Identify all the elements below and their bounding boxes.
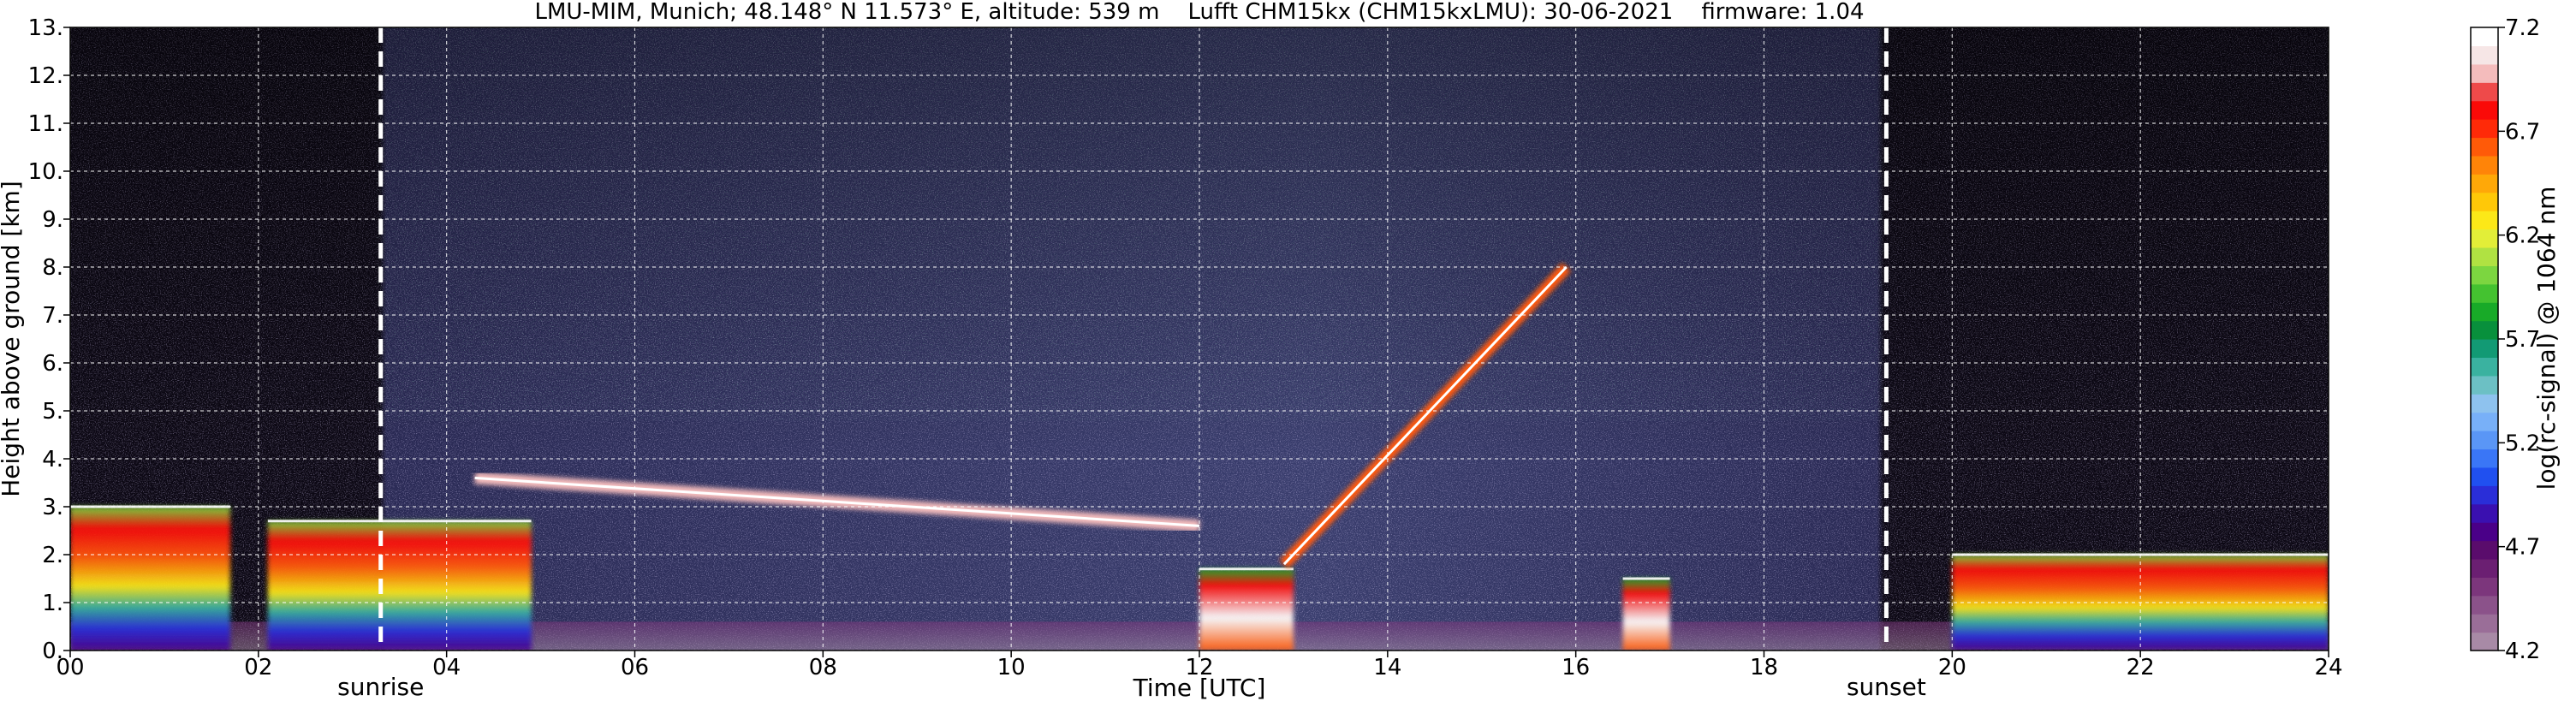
colorbar-segment bbox=[2471, 137, 2498, 157]
colorbar-segment bbox=[2471, 174, 2498, 193]
colorbar-segment bbox=[2471, 45, 2498, 65]
colorbar-segment bbox=[2471, 558, 2498, 578]
colorbar-segment bbox=[2471, 320, 2498, 340]
aerosol-layer bbox=[267, 520, 532, 651]
y-tick-label: 12. bbox=[28, 63, 63, 89]
x-tick-label: 08 bbox=[809, 655, 837, 680]
x-tick-label: 22 bbox=[2127, 655, 2155, 680]
y-axis-label: Height above ground [km] bbox=[0, 181, 25, 497]
colorbar-tick-label: 4.2 bbox=[2505, 639, 2540, 664]
y-tick-label: 9. bbox=[42, 207, 63, 233]
colorbar-segment bbox=[2471, 82, 2498, 102]
colorbar: 4.2 4.7 5.2 5.7 6.2 6.7 7.2 bbox=[2470, 15, 2540, 664]
colorbar-segment bbox=[2471, 119, 2498, 139]
colorbar-segment bbox=[2471, 357, 2498, 377]
colorbar-segment bbox=[2471, 211, 2498, 230]
x-axis-ticks: 00 02 04 06 08 10 12 14 16 18 20 22 24 bbox=[56, 651, 2343, 680]
colorbar-segment bbox=[2471, 431, 2498, 450]
aerosol-layer bbox=[70, 507, 230, 651]
layer-core bbox=[474, 476, 1200, 527]
colorbar-segment bbox=[2471, 302, 2498, 322]
colorbar-segment bbox=[2471, 247, 2498, 266]
y-tick-label: 1. bbox=[42, 591, 63, 616]
y-tick-label: 3. bbox=[42, 495, 63, 520]
x-tick-label: 10 bbox=[997, 655, 1026, 680]
colorbar-segment bbox=[2471, 100, 2498, 120]
y-tick-label: 11. bbox=[28, 111, 63, 137]
colorbar-segment bbox=[2471, 229, 2498, 248]
colorbar-segment bbox=[2471, 632, 2498, 651]
x-tick-label: 24 bbox=[2314, 655, 2342, 680]
colorbar-segment bbox=[2471, 466, 2498, 486]
colorbar-segment bbox=[2471, 375, 2498, 395]
y-tick-label: 4. bbox=[42, 447, 63, 472]
y-axis-ticks: 0. 1. 2. 3. 4. 5. 6. 7. 8. 9. 10. 11. 12. 13. bbox=[28, 15, 70, 664]
colorbar-segment bbox=[2471, 449, 2498, 468]
colorbar-segment bbox=[2471, 265, 2498, 285]
colorbar-label: log(rc-signal) @ 1064 nm bbox=[2532, 187, 2561, 490]
annotation-label: sunset bbox=[1847, 673, 1926, 701]
y-tick-label: 6. bbox=[42, 351, 63, 377]
colorbar-tick-label: 4.7 bbox=[2505, 535, 2540, 561]
sun-marker-lines bbox=[378, 27, 1889, 651]
colorbar-tick-label: 6.2 bbox=[2505, 223, 2540, 249]
colorbar-segment bbox=[2471, 192, 2498, 211]
colorbar-segment bbox=[2471, 63, 2498, 83]
x-tick-label: 12 bbox=[1185, 655, 1213, 680]
colorbar-segment bbox=[2471, 614, 2498, 633]
colorbar-segment bbox=[2471, 577, 2498, 597]
cloud-layer bbox=[1622, 579, 1670, 651]
x-tick-label: 16 bbox=[1562, 655, 1590, 680]
x-tick-label: 00 bbox=[56, 655, 84, 680]
colorbar-segment bbox=[2471, 27, 2498, 47]
y-tick-label: 5. bbox=[42, 399, 63, 425]
colorbar-segment bbox=[2471, 394, 2498, 413]
layer-core bbox=[1282, 265, 1568, 566]
y-tick-label: 10. bbox=[28, 159, 63, 185]
colorbar-segment bbox=[2471, 595, 2498, 615]
x-axis-label: Time [UTC] bbox=[1133, 674, 1266, 702]
cloud-layer bbox=[1199, 568, 1294, 651]
colorbar-tick-label: 5.2 bbox=[2505, 431, 2540, 456]
x-tick-label: 06 bbox=[621, 655, 649, 680]
colorbar-segment bbox=[2471, 540, 2498, 560]
y-tick-label: 0. bbox=[42, 639, 63, 664]
y-tick-label: 8. bbox=[42, 255, 63, 281]
colorbar-tick-label: 5.7 bbox=[2505, 327, 2540, 353]
colorbar-tick-label: 7.2 bbox=[2505, 15, 2540, 41]
x-tick-label: 18 bbox=[1750, 655, 1778, 680]
chart-title: LMU-MIM, Munich; 48.148° N 11.573° E, al… bbox=[534, 0, 1864, 25]
colorbar-tick-label: 6.7 bbox=[2505, 119, 2540, 145]
colorbar-segment bbox=[2471, 522, 2498, 542]
x-tick-label: 02 bbox=[244, 655, 272, 680]
colorbar-segment bbox=[2471, 155, 2498, 175]
x-tick-label: 14 bbox=[1373, 655, 1401, 680]
annotation-label: sunrise bbox=[337, 673, 424, 701]
annotations: sunrise sunset bbox=[337, 673, 1926, 701]
colorbar-segment bbox=[2471, 283, 2498, 303]
y-tick-label: 13. bbox=[28, 15, 63, 41]
colorbar-segment bbox=[2471, 485, 2498, 505]
colorbar-segment bbox=[2471, 503, 2498, 523]
x-tick-label: 20 bbox=[1938, 655, 1966, 680]
colorbar-segment bbox=[2471, 339, 2498, 359]
y-tick-label: 2. bbox=[42, 543, 63, 568]
y-tick-label: 7. bbox=[42, 303, 63, 329]
colorbar-segment bbox=[2471, 412, 2498, 431]
x-tick-label: 04 bbox=[432, 655, 461, 680]
